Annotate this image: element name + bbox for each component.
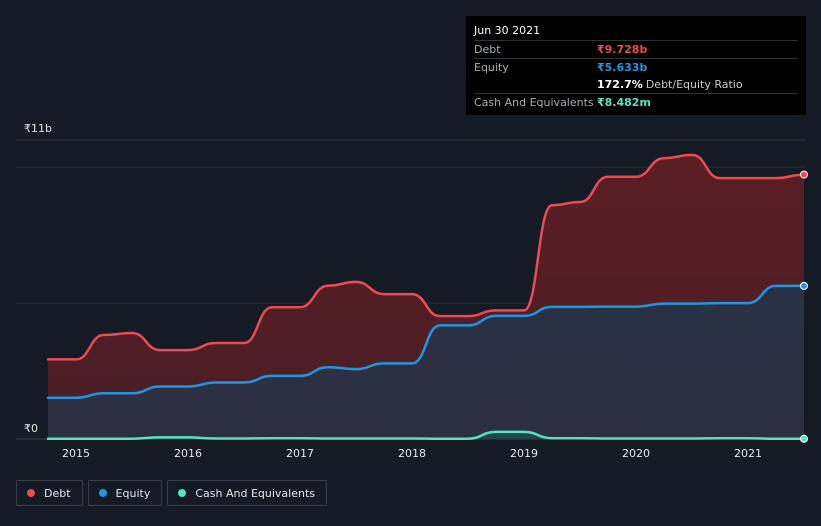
debt-dot-icon	[27, 489, 35, 497]
tooltip-debt-label: Debt	[474, 43, 501, 56]
tooltip-date: Jun 30 2021	[474, 24, 541, 37]
line-layer	[46, 153, 806, 441]
legend-label-cash: Cash And Equivalents	[195, 486, 315, 500]
tooltip-cash-label: Cash And Equivalents	[474, 96, 594, 109]
line-equity	[46, 284, 806, 399]
legend-label-debt: Debt	[44, 486, 71, 500]
tooltip-ratio-value: 172.7%	[597, 78, 643, 91]
marker-layer	[800, 170, 808, 443]
tooltip-ratio-label: Debt/Equity Ratio	[645, 78, 743, 91]
tooltip-row-debt: Debt ₹9.728b	[474, 40, 798, 58]
tooltip-equity-label: Equity	[474, 61, 509, 74]
x-tick-label: 2018	[398, 447, 426, 460]
tooltip-debt-value: ₹9.728b	[597, 43, 648, 56]
area-layer	[48, 154, 804, 439]
legend-item-equity[interactable]: Equity	[87, 480, 163, 506]
legend-item-cash[interactable]: Cash And Equivalents	[167, 480, 327, 506]
y-tick-label-top: ₹11b	[24, 122, 52, 135]
area-equity	[48, 285, 804, 439]
tooltip-row-ratio: 172.7% Debt/Equity Ratio	[474, 76, 798, 93]
legend-item-debt[interactable]: Debt	[16, 480, 83, 506]
marker-cash-and-equivalents	[800, 434, 808, 443]
legend-label-equity: Equity	[115, 486, 151, 500]
equity-dot-icon	[98, 489, 107, 497]
line-debt	[46, 153, 806, 361]
x-tick-label: 2017	[286, 447, 314, 460]
x-tick-label: 2019	[510, 447, 538, 460]
tooltip-equity-value: ₹5.633b	[597, 61, 648, 74]
x-tick-label: 2020	[622, 447, 650, 460]
x-tick-label: 2016	[174, 447, 202, 460]
marker-debt	[800, 170, 808, 179]
tooltip-row-cash: Cash And Equivalents ₹8.482m	[474, 93, 798, 111]
marker-equity	[800, 281, 808, 290]
x-tick-label: 2021	[734, 447, 762, 460]
legend: Debt Equity Cash And Equivalents	[16, 480, 327, 506]
x-tick-label: 2015	[62, 447, 90, 460]
tooltip-row-equity: Equity ₹5.633b	[474, 58, 798, 76]
cash-dot-icon	[178, 489, 187, 497]
axis-layer: ₹11b ₹0 2015 2016 2017 2018 2019 2020 2021	[24, 122, 762, 460]
tooltip: Jun 30 2021 Debt ₹9.728b Equity ₹5.633b …	[466, 16, 806, 115]
tooltip-cash-value: ₹8.482m	[597, 96, 651, 109]
y-tick-label-zero: ₹0	[24, 422, 38, 435]
line-cash-and-equivalents	[46, 430, 806, 441]
